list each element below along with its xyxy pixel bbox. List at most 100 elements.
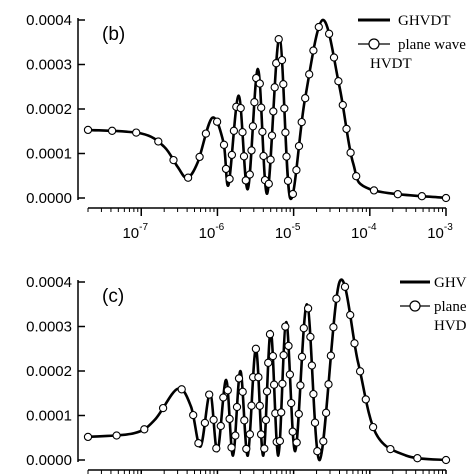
data-point [355,367,365,376]
data-point [238,128,247,137]
y-tick-label: 0.0004 [26,274,72,291]
data-point [112,431,121,440]
x-tick-exponent: -5 [292,222,301,233]
x-tick-label: 10-4 [351,222,377,242]
data-point [346,148,355,157]
panel-c: 0.0000 0.0001 0.0002 0.0003 0.0004 (c) GHV plan… [26,274,467,474]
data-point [292,165,301,175]
data-point [279,351,288,360]
data-point [177,385,186,394]
panel-label: (c) [102,286,124,307]
data-point [283,176,293,185]
data-point [282,152,291,161]
data-point [361,395,370,404]
data-point [232,402,242,412]
data-point [260,444,269,453]
data-point [240,416,249,425]
data-point [227,150,237,160]
data-point [239,152,249,161]
x-tick-exponent: -4 [368,222,377,233]
data-point [297,352,307,361]
data-point [200,418,210,428]
data-point [236,103,245,113]
data-point [329,323,338,332]
data-point [256,430,266,439]
data-point [234,374,244,383]
data-point [281,128,290,137]
data-point [288,427,297,436]
data-point [248,122,258,131]
data-point [305,70,314,79]
legend-entry-1: GHVDT [398,13,451,29]
data-point [368,422,378,432]
data-point [393,190,402,199]
data-point [247,401,256,410]
data-point [326,351,336,360]
y-tick-label: 0.0000 [26,190,72,207]
data-point [386,444,395,454]
data-point [268,351,278,361]
data-point [225,414,234,424]
data-point [274,35,283,44]
legend-circle-swatch [368,38,380,50]
data-point [292,438,301,447]
data-point [219,140,229,149]
data-point [338,100,347,110]
data-point [169,155,178,165]
data-point [281,322,290,331]
data-point [259,151,268,161]
data-point [279,80,288,89]
x-tick-label: 10-5 [275,222,301,242]
series-line-ghvdt [87,18,447,201]
data-point [352,172,361,181]
data-point [332,294,341,303]
data-point [299,324,308,333]
data-point [301,94,310,103]
legend-entry-2-line-2: HVD [434,318,467,334]
data-point [313,447,322,456]
data-point [287,398,296,408]
data-point [238,387,247,396]
data-point [284,341,293,351]
data-point [307,361,317,370]
data-point [267,131,277,140]
y-tick-label: 0.0002 [26,101,72,118]
data-point [441,193,451,203]
data-point [321,408,331,417]
data-point [205,390,214,399]
y-tick-label: 0.0002 [26,363,72,380]
data-point [319,437,328,446]
data-point [309,46,318,55]
x-tick-label: 10-6 [199,222,225,242]
data-point [342,124,351,134]
y-tick-label: 0.0003 [26,319,72,336]
data-point [413,454,422,463]
data-point [265,330,275,339]
data-point [183,173,193,182]
data-point [303,304,313,313]
legend-entry-1: GHV [434,275,467,291]
data-point [329,53,339,62]
data-point [277,408,286,417]
series-line-ghv [87,278,447,462]
data-point [229,126,239,135]
data-point [324,29,334,38]
data-point [309,389,318,399]
data-point [266,155,275,164]
data-point [132,128,141,137]
data-point [250,98,259,107]
data-point [269,380,279,389]
data-point [247,146,256,155]
y-tick-label: 0.0004 [26,12,72,29]
legend-circle-swatch [409,300,421,312]
data-point [140,425,149,434]
x-tick-label: 10-7 [122,222,148,242]
y-tick-label: 0.0003 [26,57,72,74]
data-point [340,282,350,291]
data-point [334,77,343,86]
data-point [261,415,271,425]
data-point [314,22,323,32]
data-point [83,432,93,442]
data-point [258,127,267,136]
data-point [83,125,93,135]
